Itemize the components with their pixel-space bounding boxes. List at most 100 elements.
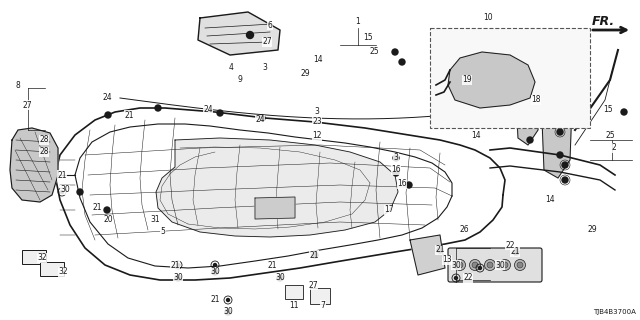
Text: 17: 17 xyxy=(384,205,394,214)
Text: 30: 30 xyxy=(173,274,183,283)
Circle shape xyxy=(527,117,533,123)
Text: 3: 3 xyxy=(262,63,268,73)
Circle shape xyxy=(406,182,412,188)
Polygon shape xyxy=(516,68,540,145)
Text: 8: 8 xyxy=(15,81,20,90)
Text: 32: 32 xyxy=(37,253,47,262)
Polygon shape xyxy=(410,235,445,275)
Text: 4: 4 xyxy=(228,63,234,73)
Text: 30: 30 xyxy=(451,260,461,269)
Text: 18: 18 xyxy=(531,95,541,105)
Text: 22: 22 xyxy=(505,241,515,250)
Text: 12: 12 xyxy=(312,132,322,140)
Circle shape xyxy=(225,309,231,315)
Circle shape xyxy=(392,49,398,55)
Circle shape xyxy=(393,155,399,161)
Text: 28: 28 xyxy=(39,148,49,156)
Circle shape xyxy=(155,105,161,111)
Text: 30: 30 xyxy=(210,268,220,276)
Text: 15: 15 xyxy=(363,34,373,43)
Circle shape xyxy=(277,275,283,281)
FancyBboxPatch shape xyxy=(448,248,542,282)
Polygon shape xyxy=(10,128,58,202)
Circle shape xyxy=(312,252,318,258)
Circle shape xyxy=(621,109,627,115)
Text: 24: 24 xyxy=(102,93,112,102)
Text: 21: 21 xyxy=(170,260,180,269)
Text: 25: 25 xyxy=(369,47,379,57)
Text: 21: 21 xyxy=(211,295,220,305)
Bar xyxy=(285,285,303,299)
Text: 16: 16 xyxy=(397,180,407,188)
Circle shape xyxy=(513,249,519,255)
Circle shape xyxy=(499,260,511,270)
Polygon shape xyxy=(448,52,535,108)
Circle shape xyxy=(393,170,399,176)
Circle shape xyxy=(470,260,481,270)
Text: 29: 29 xyxy=(587,226,597,235)
Text: 21: 21 xyxy=(510,247,520,257)
Text: 30: 30 xyxy=(223,308,233,316)
Circle shape xyxy=(212,269,218,275)
Bar xyxy=(310,288,330,304)
Circle shape xyxy=(527,137,533,143)
Circle shape xyxy=(453,262,459,268)
Text: 32: 32 xyxy=(58,268,68,276)
Circle shape xyxy=(105,112,111,118)
Text: 27: 27 xyxy=(22,100,32,109)
Circle shape xyxy=(527,102,533,108)
Circle shape xyxy=(562,177,568,183)
Text: 1: 1 xyxy=(356,18,360,27)
Circle shape xyxy=(77,189,83,195)
Text: 7: 7 xyxy=(321,300,325,309)
Circle shape xyxy=(479,267,481,269)
Polygon shape xyxy=(255,197,295,219)
Text: 10: 10 xyxy=(483,13,493,22)
Circle shape xyxy=(557,129,563,135)
Circle shape xyxy=(515,260,525,270)
Circle shape xyxy=(562,162,568,168)
Text: 22: 22 xyxy=(463,274,473,283)
Circle shape xyxy=(214,263,216,267)
Circle shape xyxy=(557,112,563,118)
Circle shape xyxy=(399,59,405,65)
Text: 19: 19 xyxy=(462,76,472,84)
Text: 21: 21 xyxy=(435,245,445,254)
Polygon shape xyxy=(198,12,280,55)
Text: 14: 14 xyxy=(471,132,481,140)
Circle shape xyxy=(437,247,443,253)
Text: TJB4B3700A: TJB4B3700A xyxy=(593,309,636,315)
Text: 21: 21 xyxy=(309,251,319,260)
Text: FR.: FR. xyxy=(592,15,615,28)
Text: 3: 3 xyxy=(315,108,319,116)
Text: 15: 15 xyxy=(603,106,613,115)
Circle shape xyxy=(484,260,495,270)
Text: 13: 13 xyxy=(442,255,452,265)
Circle shape xyxy=(217,110,223,116)
Text: 2: 2 xyxy=(612,143,616,153)
Text: 24: 24 xyxy=(255,116,265,124)
Text: 30: 30 xyxy=(495,260,505,269)
Circle shape xyxy=(557,152,563,158)
Text: 30: 30 xyxy=(275,274,285,283)
Text: 25: 25 xyxy=(605,131,615,140)
Circle shape xyxy=(175,275,181,281)
Text: 20: 20 xyxy=(103,215,113,225)
Bar xyxy=(22,250,46,264)
Text: 21: 21 xyxy=(92,204,102,212)
Circle shape xyxy=(104,207,110,213)
Text: 3: 3 xyxy=(394,154,399,163)
Circle shape xyxy=(227,299,230,301)
Text: 14: 14 xyxy=(545,196,555,204)
Circle shape xyxy=(61,190,63,194)
Text: 21: 21 xyxy=(268,260,276,269)
Text: 5: 5 xyxy=(161,228,165,236)
Circle shape xyxy=(502,262,508,268)
Circle shape xyxy=(454,276,458,279)
Polygon shape xyxy=(156,138,398,237)
Text: 11: 11 xyxy=(289,300,299,309)
Text: 26: 26 xyxy=(459,226,469,235)
Circle shape xyxy=(457,262,463,268)
Circle shape xyxy=(472,262,478,268)
Bar xyxy=(40,262,64,276)
